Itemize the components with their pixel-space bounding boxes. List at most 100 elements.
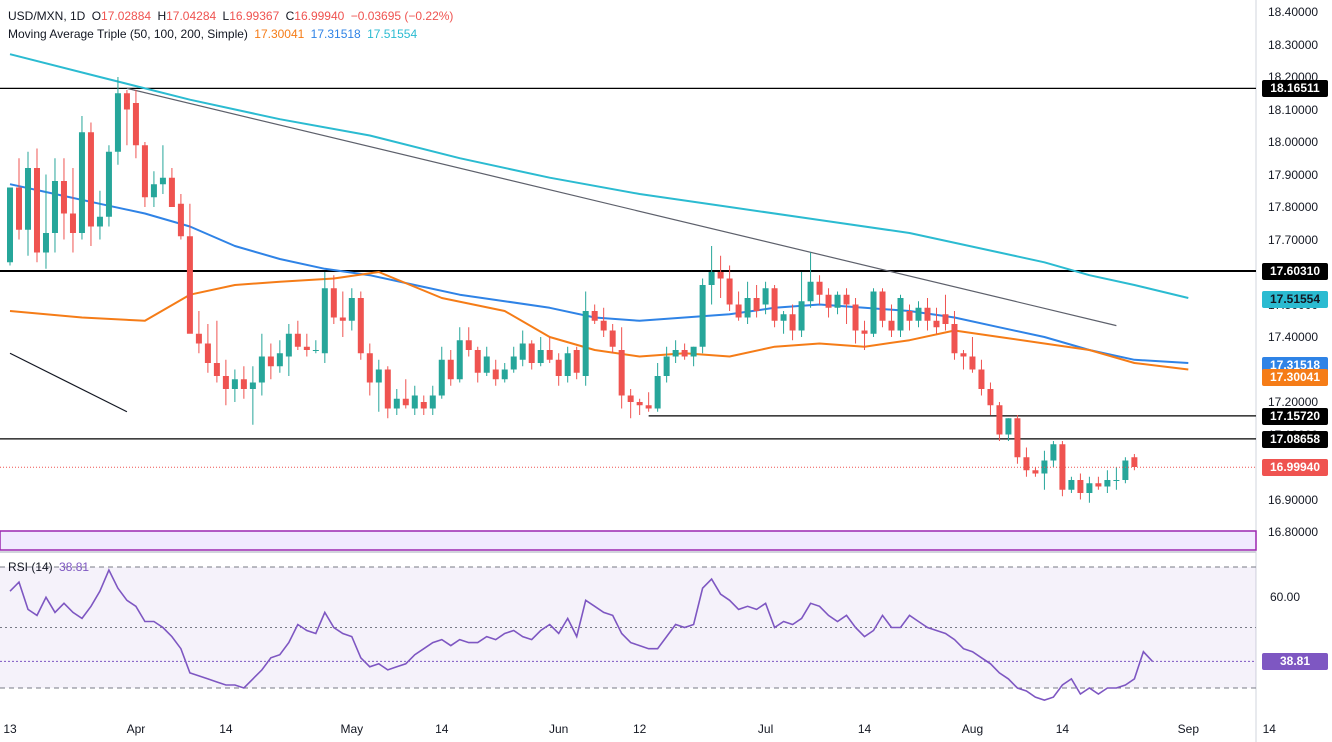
candle-body xyxy=(96,216,103,227)
candle-body xyxy=(411,395,418,409)
candle-body xyxy=(987,389,994,406)
range-box[interactable] xyxy=(0,530,1257,551)
candle-body xyxy=(15,187,22,230)
candle-body xyxy=(78,132,85,233)
candle xyxy=(402,379,409,409)
candle xyxy=(636,398,643,415)
price-tick-label: 18.10000 xyxy=(1268,102,1319,117)
candle-body xyxy=(825,294,832,308)
candle-body xyxy=(1032,470,1039,474)
candle-body xyxy=(591,311,598,321)
candle-body xyxy=(7,187,13,263)
time-tick-label: 14 xyxy=(857,722,872,736)
ohlc-legend: USD/MXN, 1D O17.02884 H17.04284 L16.9936… xyxy=(8,9,456,23)
candle xyxy=(411,385,418,415)
candle-body xyxy=(1005,418,1012,435)
candle xyxy=(888,304,895,337)
candle xyxy=(1086,476,1093,503)
candle-body xyxy=(843,294,850,305)
candle-body xyxy=(1023,457,1030,471)
low-value: 16.99367 xyxy=(229,9,280,23)
candle-body xyxy=(879,291,886,321)
candle xyxy=(114,77,121,165)
candle-body xyxy=(420,402,427,409)
candle xyxy=(141,142,148,207)
candle xyxy=(357,291,364,360)
ma100-value: 17.31518 xyxy=(310,27,361,41)
candle xyxy=(213,320,220,383)
candle-body xyxy=(627,395,634,402)
ma50-line xyxy=(9,271,1189,371)
candle-body xyxy=(609,330,616,347)
candle xyxy=(420,395,427,415)
candle xyxy=(897,294,904,337)
time-tick-label: 13 xyxy=(3,722,17,736)
ma50-value: 17.30041 xyxy=(254,27,305,41)
candle xyxy=(933,307,940,334)
ma200-price-tag: 17.51554 xyxy=(1262,291,1328,309)
candle xyxy=(591,304,598,324)
candle-body xyxy=(123,93,130,110)
candle xyxy=(393,389,400,415)
candle xyxy=(942,294,949,331)
candle xyxy=(978,359,985,396)
price-tick-label: 17.20000 xyxy=(1268,395,1319,409)
candle-body xyxy=(807,281,814,302)
candle xyxy=(924,298,931,331)
price-tick-label: 16.80000 xyxy=(1268,525,1319,539)
candle xyxy=(1104,470,1111,493)
candle xyxy=(1005,418,1012,441)
candle-body xyxy=(681,350,688,357)
candle xyxy=(987,382,994,415)
time-tick-label: Apr xyxy=(126,722,146,736)
candle xyxy=(834,291,841,315)
candle xyxy=(618,327,625,409)
candle xyxy=(483,346,490,376)
trendline[interactable] xyxy=(9,352,128,413)
candle xyxy=(1050,441,1057,467)
current-price-tag: 16.99940 xyxy=(1262,459,1328,477)
level-price-tag: 17.15720 xyxy=(1262,407,1328,425)
candle-body xyxy=(618,350,625,396)
candle xyxy=(564,346,571,383)
candle xyxy=(105,145,112,227)
candle-body xyxy=(258,356,265,383)
candle-body xyxy=(969,356,976,370)
candle-body xyxy=(834,294,841,308)
candle xyxy=(537,337,544,367)
candle-body xyxy=(906,311,913,321)
candle xyxy=(456,327,463,383)
rsi-price-tag: 38.81 xyxy=(1262,653,1328,671)
candle xyxy=(672,340,679,363)
time-tick-label: 12 xyxy=(632,722,647,736)
candle xyxy=(303,333,310,357)
candle xyxy=(789,304,796,341)
candle xyxy=(150,171,157,207)
candle-body xyxy=(654,376,661,409)
candle-body xyxy=(114,93,121,152)
candle xyxy=(663,346,670,383)
trendline[interactable] xyxy=(126,87,1117,327)
candle-body xyxy=(213,363,220,376)
candle-body xyxy=(303,346,310,350)
price-tick-label: 18.00000 xyxy=(1268,135,1319,149)
rsi-tick-label: 60.00 xyxy=(1270,590,1301,605)
candle xyxy=(195,311,202,354)
candle xyxy=(168,168,175,207)
rsi-legend: RSI (14) 38.81 xyxy=(8,560,92,574)
candle xyxy=(960,350,967,370)
candle-body xyxy=(393,398,400,409)
candle xyxy=(807,252,814,308)
candle-body xyxy=(492,369,499,380)
candle xyxy=(240,366,247,399)
candle xyxy=(600,307,607,337)
candle-body xyxy=(276,353,283,367)
candle xyxy=(384,366,391,419)
candle xyxy=(42,174,49,269)
candle xyxy=(186,203,193,334)
candle-body xyxy=(1104,480,1111,487)
candle xyxy=(276,340,283,373)
candle-body xyxy=(933,320,940,328)
